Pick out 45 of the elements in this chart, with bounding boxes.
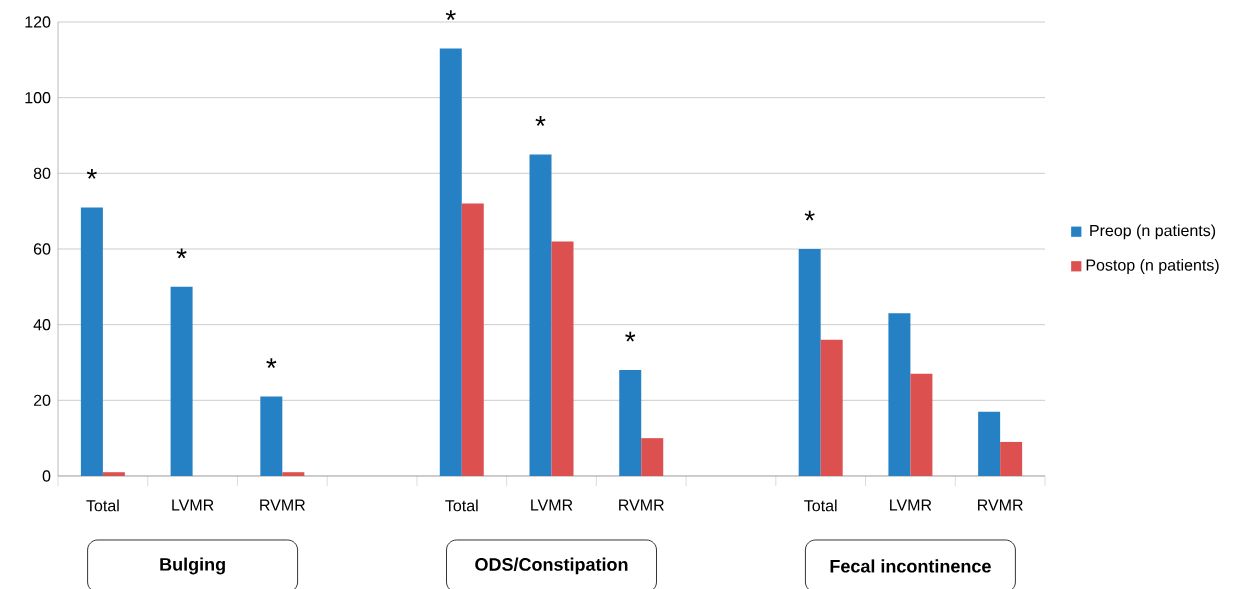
bar — [80, 207, 103, 476]
x-tick-label: Total — [86, 499, 119, 512]
data-label: * — [535, 116, 546, 126]
x-tick-label: LVMR — [890, 499, 932, 511]
bar — [820, 339, 843, 476]
x-tick-label: RVMR — [619, 499, 664, 511]
x-tick-label: Total — [445, 499, 478, 512]
data-label: * — [625, 331, 636, 342]
y-tick-label: 80 — [33, 167, 51, 179]
data-label: * — [86, 169, 97, 179]
bar — [888, 313, 911, 476]
legend-label: Preop (n patients) — [1090, 224, 1216, 240]
bar — [282, 472, 305, 476]
data-label: * — [176, 248, 187, 259]
y-tick-label: 120 — [25, 16, 51, 28]
bar — [461, 203, 484, 476]
x-tick-label: Total — [804, 499, 837, 512]
bar — [641, 438, 664, 476]
bar — [978, 411, 1001, 476]
x-tick-label: LVMR — [531, 499, 573, 511]
x-tick-label: RVMR — [260, 499, 305, 511]
bar — [170, 286, 193, 476]
data-label: * — [445, 10, 456, 20]
bar — [529, 154, 552, 476]
bar — [619, 370, 642, 476]
y-tick-label: 60 — [33, 243, 51, 255]
text: Fecal incontinence — [830, 559, 991, 573]
y-tick-label: 20 — [33, 394, 51, 406]
x-tick-label: LVMR — [172, 499, 214, 511]
y-tick-label: 0 — [42, 470, 51, 482]
x-tick-label: RVMR — [978, 499, 1023, 511]
text: Bulging — [160, 557, 225, 575]
y-tick-label: 100 — [25, 92, 51, 104]
legend-label: Postop (n patients) — [1086, 258, 1219, 274]
bar — [551, 241, 574, 476]
data-label: * — [804, 210, 815, 221]
bar — [1000, 441, 1023, 476]
bar — [102, 472, 125, 476]
y-tick-label: 40 — [33, 319, 51, 331]
text: ODS/Constipation — [475, 557, 628, 575]
data-label: * — [266, 358, 277, 369]
bar — [439, 48, 462, 476]
bar — [260, 396, 283, 476]
bar — [910, 373, 933, 476]
bar — [798, 248, 821, 476]
